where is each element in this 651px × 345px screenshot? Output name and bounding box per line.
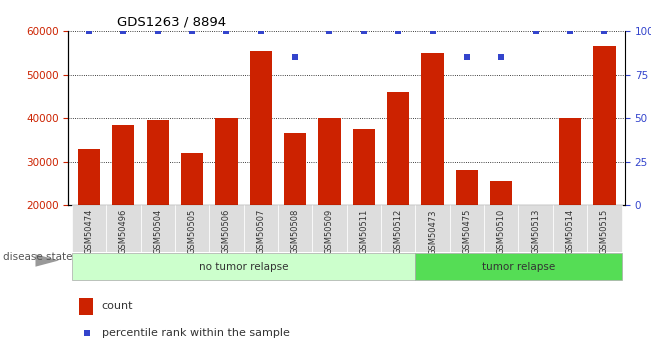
Bar [79, 298, 93, 315]
Bar [141, 205, 175, 252]
Bar [346, 205, 381, 252]
Text: GSM50496: GSM50496 [119, 209, 128, 254]
Text: GSM50511: GSM50511 [359, 209, 368, 254]
Text: GSM50474: GSM50474 [85, 209, 94, 254]
Text: count: count [102, 302, 133, 311]
Text: GSM50475: GSM50475 [462, 209, 471, 254]
Bar [415, 205, 450, 252]
Bar [421, 53, 444, 205]
Text: GSM50509: GSM50509 [325, 209, 334, 254]
Bar [490, 181, 512, 205]
Bar [387, 92, 409, 205]
Text: GSM50506: GSM50506 [222, 209, 231, 254]
Bar [72, 205, 106, 252]
Text: GSM50514: GSM50514 [566, 209, 574, 254]
Bar [112, 125, 135, 205]
Text: GSM50507: GSM50507 [256, 209, 265, 254]
Bar [587, 205, 622, 252]
Text: GSM50473: GSM50473 [428, 209, 437, 255]
Bar [456, 170, 478, 205]
Bar [353, 129, 375, 205]
Bar [243, 205, 278, 252]
Bar [215, 118, 238, 205]
Bar [175, 205, 209, 252]
Bar [415, 253, 622, 280]
Bar [78, 149, 100, 205]
Polygon shape [35, 254, 59, 267]
Bar [381, 205, 415, 252]
Bar [209, 205, 243, 252]
Text: GSM50505: GSM50505 [187, 209, 197, 254]
Text: no tumor relapse: no tumor relapse [199, 262, 288, 272]
Bar [312, 205, 346, 252]
Text: GSM50513: GSM50513 [531, 209, 540, 254]
Text: GSM50508: GSM50508 [290, 209, 299, 254]
Bar [484, 205, 518, 252]
Bar [318, 118, 340, 205]
Bar [450, 205, 484, 252]
Bar [553, 205, 587, 252]
Bar [559, 118, 581, 205]
Text: disease state: disease state [3, 252, 73, 262]
Bar [593, 46, 615, 205]
Bar [72, 253, 415, 280]
Bar [284, 134, 306, 205]
Bar [518, 205, 553, 252]
Text: tumor relapse: tumor relapse [482, 262, 555, 272]
Text: GSM50504: GSM50504 [153, 209, 162, 254]
Bar [146, 120, 169, 205]
Text: GDS1263 / 8894: GDS1263 / 8894 [117, 16, 227, 29]
Bar [181, 153, 203, 205]
Text: GSM50512: GSM50512 [394, 209, 403, 254]
Bar [249, 51, 272, 205]
Bar [106, 205, 141, 252]
Text: GSM50510: GSM50510 [497, 209, 506, 254]
Bar [278, 205, 312, 252]
Text: GSM50515: GSM50515 [600, 209, 609, 254]
Text: percentile rank within the sample: percentile rank within the sample [102, 328, 290, 338]
